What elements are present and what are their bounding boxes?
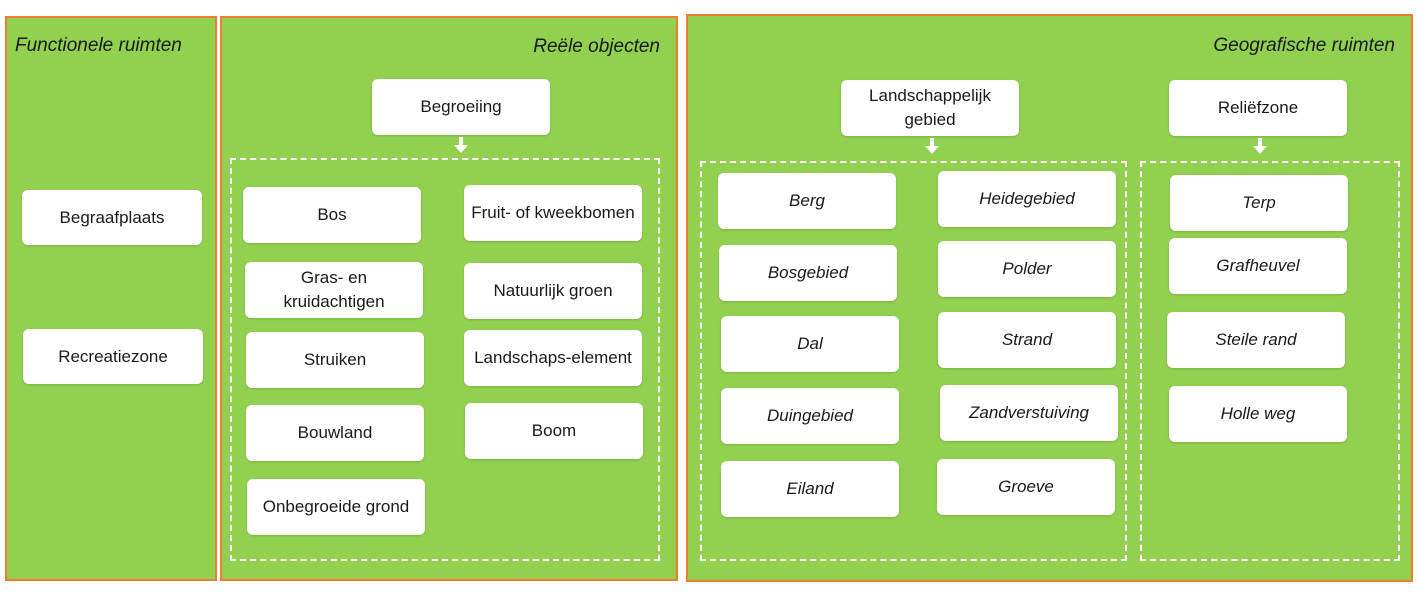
node-landschappelijk-gebied: Landschappelijk gebied bbox=[841, 80, 1019, 136]
arrow-reliefzone bbox=[1253, 138, 1267, 156]
group-reliefzone bbox=[1140, 161, 1400, 561]
node-polder: Polder bbox=[938, 241, 1116, 297]
group-begroeiing bbox=[230, 158, 660, 561]
node-natuurlijk-groen: Natuurlijk groen bbox=[464, 263, 642, 319]
arrow-landschappelijk-gebied bbox=[925, 138, 939, 156]
panel-geografische-ruimten: Geografische ruimten Landschappelijk geb… bbox=[686, 14, 1413, 582]
panel-reele-objecten: Reële objecten Begroeiing Bos Gras- en k… bbox=[220, 16, 678, 581]
node-boom: Boom bbox=[465, 403, 643, 459]
panel-functionele-ruimten: Functionele ruimten Begraafplaats Recrea… bbox=[5, 16, 217, 581]
panel-title-geografisch: Geografische ruimten bbox=[1213, 35, 1395, 56]
node-landschapselement: Landschaps-element bbox=[464, 330, 642, 386]
node-heidegebied: Heidegebied bbox=[938, 171, 1116, 227]
node-strand: Strand bbox=[938, 312, 1116, 368]
group-landschappelijk-gebied bbox=[700, 161, 1127, 561]
node-eiland: Eiland bbox=[721, 461, 899, 517]
node-bos: Bos bbox=[243, 187, 421, 243]
node-holle-weg: Holle weg bbox=[1169, 386, 1347, 442]
node-struiken: Struiken bbox=[246, 332, 424, 388]
node-fruit-kweekbomen: Fruit- of kweekbomen bbox=[464, 185, 642, 241]
node-bosgebied: Bosgebied bbox=[719, 245, 897, 301]
node-recreatiezone: Recreatiezone bbox=[23, 329, 203, 384]
node-berg: Berg bbox=[718, 173, 896, 229]
node-gras-kruidachtigen: Gras- en kruidachtigen bbox=[245, 262, 423, 318]
node-groeve: Groeve bbox=[937, 459, 1115, 515]
node-onbegroeide-grond: Onbegroeide grond bbox=[247, 479, 425, 535]
node-dal: Dal bbox=[721, 316, 899, 372]
node-bouwland: Bouwland bbox=[246, 405, 424, 461]
node-begraafplaats: Begraafplaats bbox=[22, 190, 202, 245]
node-grafheuvel: Grafheuvel bbox=[1169, 238, 1347, 294]
node-reliefzone: Reliëfzone bbox=[1169, 80, 1347, 136]
panel-title-reele: Reële objecten bbox=[533, 36, 660, 57]
arrow-begroeiing bbox=[454, 137, 468, 155]
node-begroeiing: Begroeiing bbox=[372, 79, 550, 135]
node-terp: Terp bbox=[1170, 175, 1348, 231]
node-zandverstuiving: Zandverstuiving bbox=[940, 385, 1118, 441]
node-duingebied: Duingebied bbox=[721, 388, 899, 444]
panel-title-functionele: Functionele ruimten bbox=[15, 35, 182, 56]
node-steile-rand: Steile rand bbox=[1167, 312, 1345, 368]
